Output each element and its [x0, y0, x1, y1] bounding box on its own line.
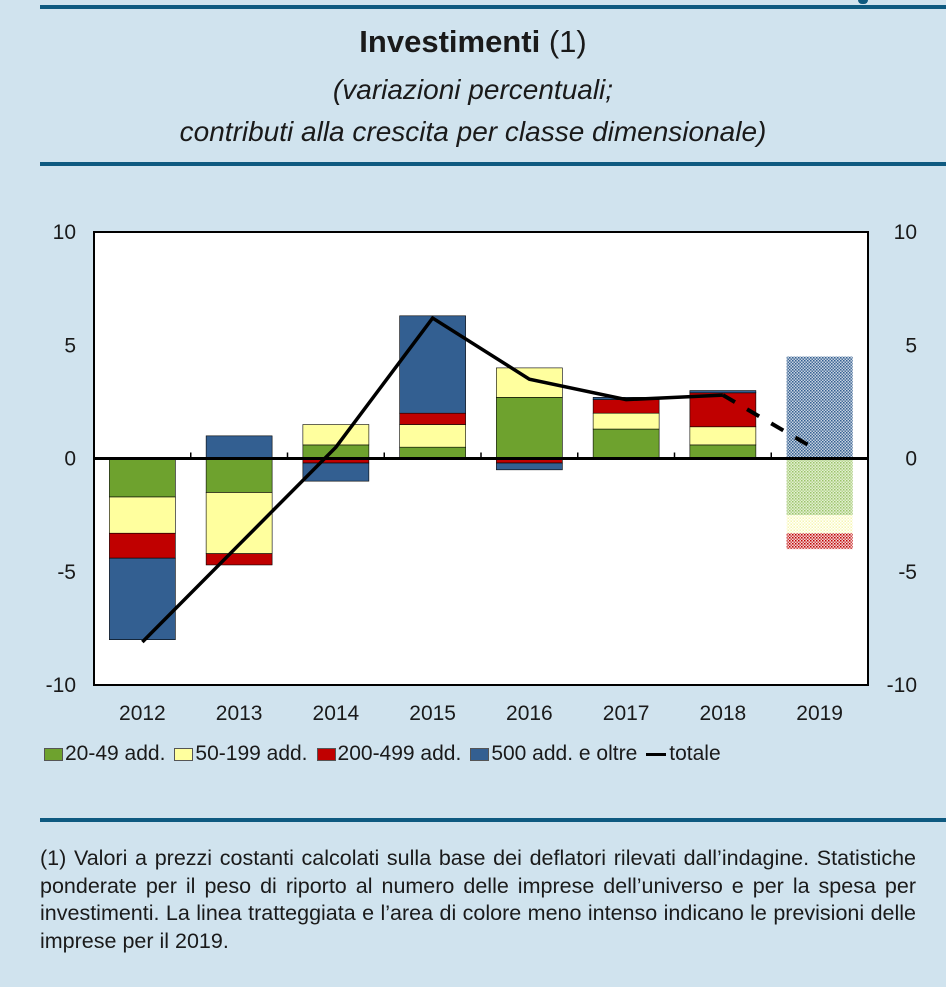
y-tick-label-left: 5 [64, 334, 76, 357]
total-line-solid [141, 315, 723, 644]
legend: 20-49 add. 50-199 add. 200-499 add. 500 … [44, 742, 730, 766]
bar-segment-2018-1 [689, 426, 757, 446]
legend-label: 200-499 add. [337, 742, 462, 765]
x-tick-label: 2015 [409, 702, 456, 725]
legend-swatch-20-49 [44, 747, 63, 761]
bar-segment-2018-0 [689, 444, 757, 459]
top-rule-mark [858, 0, 868, 4]
plot-frame [93, 231, 869, 686]
bar-segment-2015-0 [399, 446, 466, 459]
y-tick-label-right: 0 [905, 448, 917, 471]
y-tick-label-left: -10 [46, 674, 76, 697]
x-tick-label: 2012 [119, 702, 166, 725]
chart-title: Investimenti (1) [0, 24, 946, 60]
x-tick-label: 2016 [506, 702, 553, 725]
chart-subtitle-line2: contributi alla crescita per classe dime… [179, 116, 767, 147]
total-line-forecast-dashed [721, 393, 821, 454]
bar-segment-2012-2 [109, 532, 176, 559]
bar-segment-2012-1 [109, 496, 176, 534]
bar-segment-2015-3 [399, 315, 466, 414]
legend-label: 20-49 add. [65, 742, 166, 765]
bar-segment-2017-2 [592, 399, 660, 414]
bar-segment-2019-0 [786, 458, 853, 516]
x-tick-label: 2017 [603, 702, 650, 725]
bar-segment-2016-3 [496, 462, 563, 471]
footnote: (1) Valori a prezzi costanti calcolati s… [40, 846, 916, 953]
chart-title-note-ref: (1) [548, 24, 587, 59]
bar-segment-2019-1 [786, 515, 853, 534]
chart-title-main: Investimenti [359, 24, 541, 59]
bar-segment-2019-2 [786, 533, 853, 550]
y-tick-label-right: -10 [887, 674, 917, 697]
legend-swatch-500-plus [470, 747, 490, 761]
total-line-layer [141, 315, 821, 644]
axes-layer [93, 231, 869, 686]
bar-segment-2013-3 [205, 435, 273, 459]
bar-segment-2016-0 [496, 397, 563, 459]
y-tick-label-left: 0 [64, 448, 76, 471]
bar-segment-2012-3 [109, 557, 176, 640]
chart-svg: 10 5 0 -5 -10 10 5 0 -5 -10 2012 2013 2014 2015 2016 20… [46, 221, 917, 725]
legend-item-totale: totale [646, 742, 721, 766]
x-tick-label: 2018 [700, 702, 747, 725]
legend-item-50-199: 50-199 add. [174, 742, 308, 766]
legend-label: 50-199 add. [195, 742, 308, 765]
bar-segment-2018-3 [689, 390, 757, 394]
legend-label: totale [669, 742, 721, 765]
title-divider [40, 162, 946, 166]
legend-item-500-plus: 500 add. e oltre [470, 742, 637, 766]
y-tick-label-right: -5 [898, 561, 917, 584]
y-tick-label-left: 10 [53, 221, 76, 244]
legend-item-20-49: 20-49 add. [44, 742, 165, 766]
x-tick-label: 2014 [313, 702, 360, 725]
bar-segment-2015-2 [399, 412, 466, 425]
bar-segment-2013-0 [205, 458, 273, 493]
legend-swatch-totale [646, 752, 667, 756]
bar-segment-2012-0 [109, 458, 176, 498]
x-tick-label: 2019 [796, 702, 843, 725]
legend-item-200-499: 200-499 add. [316, 742, 462, 766]
x-tick-label: 2013 [216, 702, 263, 725]
legend-label: 500 add. e oltre [491, 742, 638, 765]
bar-segment-2013-2 [205, 553, 273, 566]
chart-subtitle-line1: (variazioni percentuali; [332, 74, 614, 105]
bar-segment-2015-1 [399, 424, 466, 448]
y-tick-label-right: 10 [894, 221, 917, 244]
bar-segment-2017-0 [592, 428, 660, 459]
bar-segment-2017-1 [592, 412, 660, 430]
labels-layer: 10 5 0 -5 -10 10 5 0 -5 -10 2012 2013 2014 2015 2016 20… [46, 221, 917, 725]
legend-swatch-50-199 [174, 747, 194, 761]
bar-segment-2014-1 [302, 424, 370, 446]
note-divider [40, 818, 946, 822]
legend-swatch-200-499 [316, 747, 336, 761]
bar-segment-2014-3 [302, 462, 370, 482]
bar-segment-2019-3 [786, 356, 853, 459]
y-tick-label-left: -5 [57, 561, 76, 584]
y-tick-label-right: 5 [905, 334, 917, 357]
top-rule [40, 5, 946, 9]
